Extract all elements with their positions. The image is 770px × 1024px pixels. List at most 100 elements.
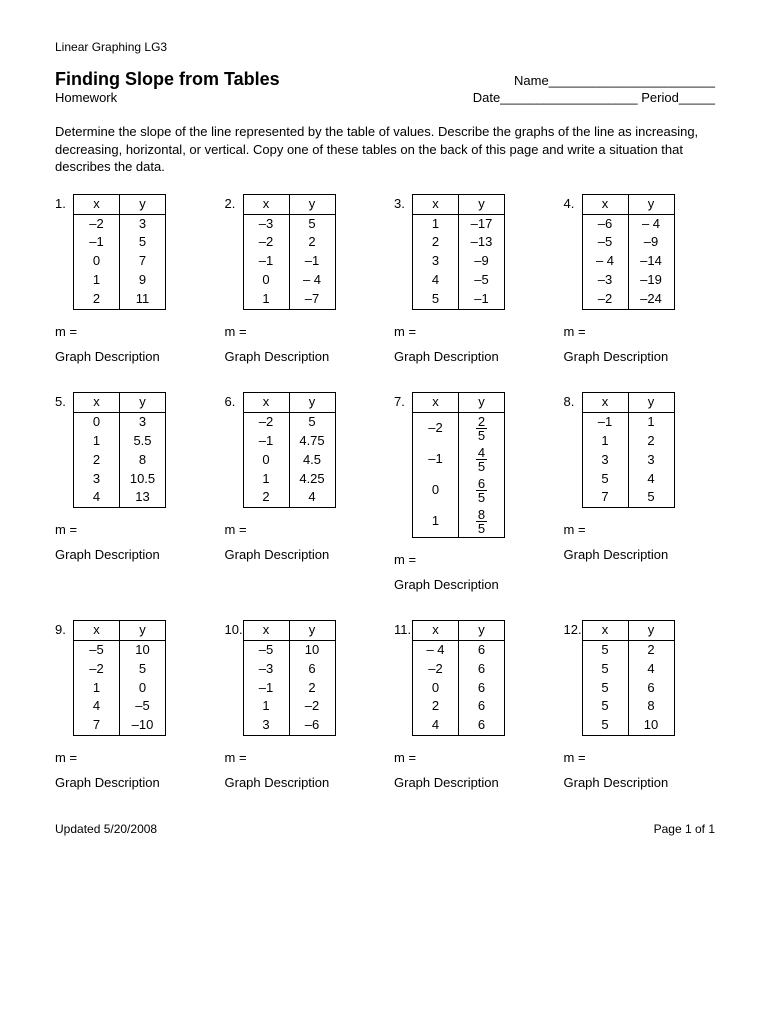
value-table: xy–23–150719211 — [73, 194, 166, 310]
table-cell: 10 — [628, 716, 674, 735]
date-field: Date___________________ — [473, 90, 638, 105]
table-cell: –3 — [243, 660, 289, 679]
table-cell: 2 — [628, 640, 674, 659]
table-cell: –1 — [74, 233, 120, 252]
table-cell: –5 — [74, 640, 120, 659]
table-cell: 1 — [243, 697, 289, 716]
table-cell: 5 — [582, 716, 628, 735]
table-cell: –2 — [413, 660, 459, 679]
table-cell: 6 — [289, 660, 335, 679]
m-label: m = — [225, 324, 377, 339]
table-cell: –17 — [459, 214, 505, 233]
col-y: y — [289, 392, 335, 412]
table-cell: 4 — [628, 470, 674, 489]
page-title: Finding Slope from Tables — [55, 69, 280, 90]
problem: 6.xy–25–14.7504.514.2524m =Graph Descrip… — [225, 392, 377, 614]
table-cell: 4 — [74, 697, 120, 716]
graph-description-label: Graph Description — [564, 547, 716, 562]
value-table: xy–6– 4–5–9– 4–14–3–19–2–24 — [582, 194, 675, 310]
col-x: x — [74, 620, 120, 640]
table-cell: –1 — [243, 432, 289, 451]
table-cell: –3 — [582, 271, 628, 290]
table-cell: –6 — [289, 716, 335, 735]
problem-number: 5. — [55, 392, 73, 409]
col-y: y — [459, 194, 505, 214]
col-y: y — [459, 620, 505, 640]
col-x: x — [582, 620, 628, 640]
table-cell: 5 — [289, 214, 335, 233]
table-cell: 8 — [120, 451, 166, 470]
header-top: Linear Graphing LG3 — [55, 40, 715, 54]
value-table: xy–225–145065185 — [412, 392, 505, 538]
col-x: x — [74, 392, 120, 412]
table-cell: 4 — [628, 660, 674, 679]
table-cell: – 4 — [413, 640, 459, 659]
m-label: m = — [394, 324, 546, 339]
table-cell: –1 — [459, 290, 505, 309]
table-cell: 5 — [582, 660, 628, 679]
value-table: xy1–172–133–94–55–1 — [412, 194, 505, 310]
table-cell: –13 — [459, 233, 505, 252]
problems-grid: 1.xy–23–150719211m =Graph Description2.x… — [55, 194, 715, 813]
problem-number: 1. — [55, 194, 73, 211]
col-y: y — [289, 620, 335, 640]
table-cell: 2 — [628, 432, 674, 451]
m-label: m = — [55, 324, 207, 339]
m-label: m = — [564, 522, 716, 537]
problem: 2.xy–35–22–1–10– 41–7m =Graph Descriptio… — [225, 194, 377, 386]
table-cell: 8 — [628, 697, 674, 716]
m-label: m = — [564, 324, 716, 339]
table-cell: 3 — [628, 451, 674, 470]
graph-description-label: Graph Description — [55, 349, 207, 364]
table-cell: 25 — [459, 412, 505, 444]
col-y: y — [120, 194, 166, 214]
col-x: x — [413, 194, 459, 214]
problem: 7.xy–225–145065185m =Graph Description — [394, 392, 546, 614]
table-cell: –10 — [120, 716, 166, 735]
table-cell: –5 — [459, 271, 505, 290]
table-cell: 7 — [74, 716, 120, 735]
value-table: xy–1112335475 — [582, 392, 675, 508]
graph-description-label: Graph Description — [225, 775, 377, 790]
col-x: x — [74, 194, 120, 214]
table-cell: 5 — [582, 679, 628, 698]
problem: 11.xy– 46–26062646m =Graph Description — [394, 620, 546, 812]
table-cell: 10 — [289, 640, 335, 659]
table-cell: 4 — [413, 271, 459, 290]
problem-number: 4. — [564, 194, 582, 211]
table-cell: –3 — [243, 214, 289, 233]
table-cell: –7 — [289, 290, 335, 309]
problem-number: 7. — [394, 392, 412, 409]
col-x: x — [582, 194, 628, 214]
graph-description-label: Graph Description — [394, 775, 546, 790]
graph-description-label: Graph Description — [394, 577, 546, 592]
col-x: x — [243, 194, 289, 214]
col-y: y — [289, 194, 335, 214]
problem: 1.xy–23–150719211 m = Graph Description — [55, 194, 207, 386]
table-cell: 3 — [120, 214, 166, 233]
table-cell: –9 — [459, 252, 505, 271]
table-cell: –6 — [582, 214, 628, 233]
problem: 10.xy–510–36–121–23–6m =Graph Descriptio… — [225, 620, 377, 812]
value-table: xy–510–36–121–23–6 — [243, 620, 336, 736]
value-table: xy52545658510 — [582, 620, 675, 736]
table-cell: –2 — [289, 697, 335, 716]
col-x: x — [243, 620, 289, 640]
table-cell: 5 — [582, 697, 628, 716]
table-cell: 6 — [459, 660, 505, 679]
table-cell: 45 — [459, 444, 505, 475]
table-cell: 3 — [243, 716, 289, 735]
table-cell: 4 — [74, 488, 120, 507]
problem: 4.xy–6– 4–5–9– 4–14–3–19–2–24m =Graph De… — [564, 194, 716, 386]
table-cell: 5 — [413, 290, 459, 309]
table-cell: 4.25 — [289, 470, 335, 489]
problem-number: 8. — [564, 392, 582, 409]
table-cell: 10 — [120, 640, 166, 659]
graph-description-label: Graph Description — [394, 349, 546, 364]
instructions: Determine the slope of the line represen… — [55, 123, 715, 176]
table-cell: 3 — [413, 252, 459, 271]
problem-number: 12. — [564, 620, 582, 637]
table-cell: 7 — [582, 488, 628, 507]
table-cell: –9 — [628, 233, 674, 252]
graph-description-label: Graph Description — [225, 349, 377, 364]
